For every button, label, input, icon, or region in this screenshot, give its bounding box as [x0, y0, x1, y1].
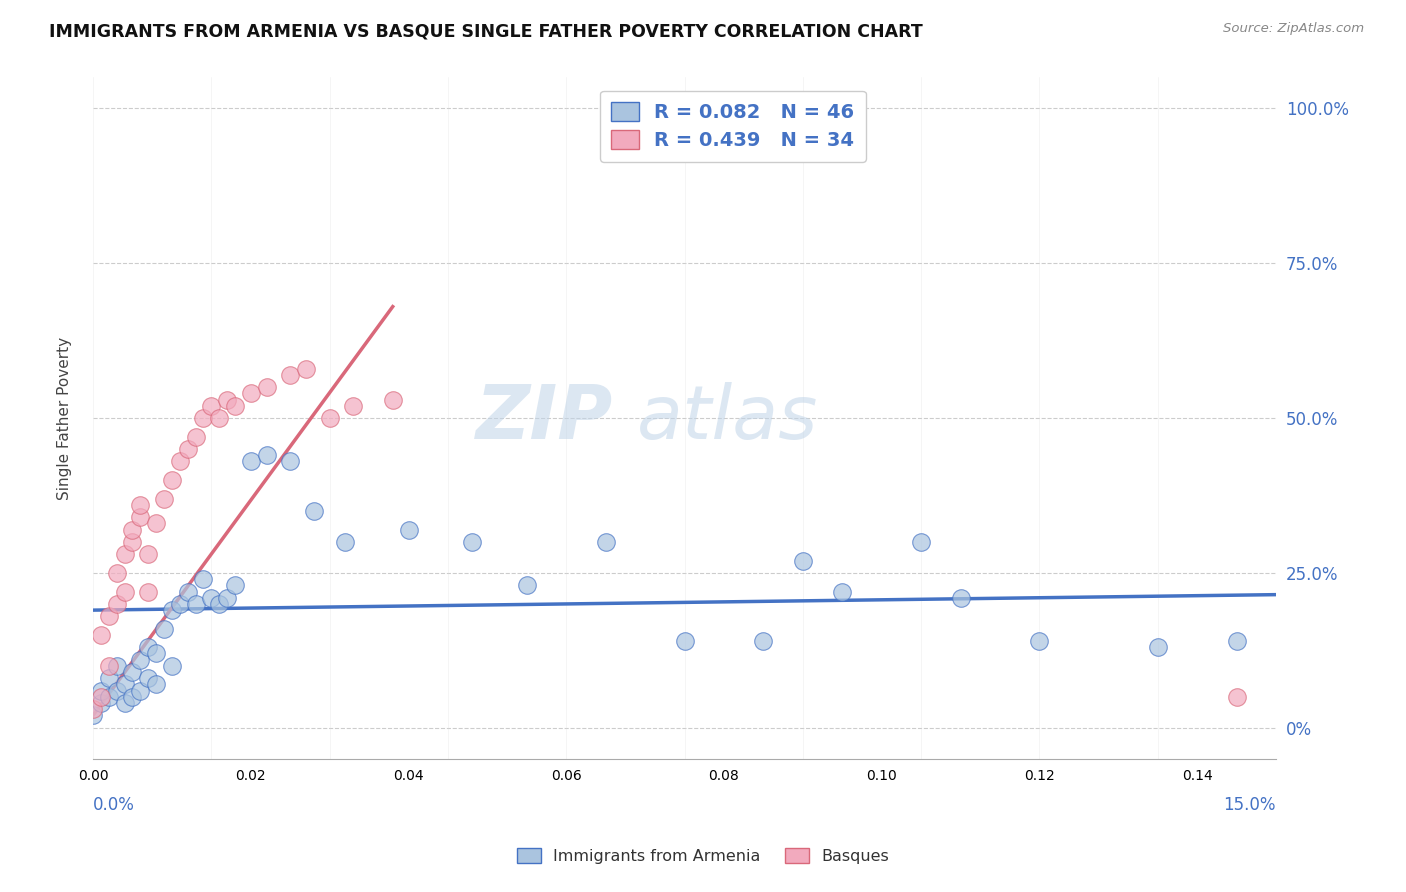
- Point: [595, 535, 617, 549]
- Point: [398, 523, 420, 537]
- Point: [97, 609, 120, 624]
- Point: [335, 535, 357, 549]
- Point: [129, 683, 152, 698]
- Point: [176, 584, 198, 599]
- Point: [129, 510, 152, 524]
- Point: [145, 647, 167, 661]
- Point: [1226, 634, 1249, 648]
- Point: [516, 578, 538, 592]
- Point: [460, 535, 482, 549]
- Point: [169, 454, 191, 468]
- Point: [1226, 690, 1249, 704]
- Point: [105, 597, 128, 611]
- Text: ZIP: ZIP: [477, 382, 613, 455]
- Point: [129, 498, 152, 512]
- Point: [153, 491, 176, 506]
- Point: [278, 368, 301, 382]
- Point: [295, 361, 318, 376]
- Point: [153, 622, 176, 636]
- Point: [121, 665, 143, 679]
- Text: IMMIGRANTS FROM ARMENIA VS BASQUE SINGLE FATHER POVERTY CORRELATION CHART: IMMIGRANTS FROM ARMENIA VS BASQUE SINGLE…: [49, 22, 922, 40]
- Text: Source: ZipAtlas.com: Source: ZipAtlas.com: [1223, 22, 1364, 36]
- Point: [90, 696, 112, 710]
- Point: [136, 671, 159, 685]
- Point: [105, 566, 128, 580]
- Point: [1028, 634, 1050, 648]
- Point: [381, 392, 404, 407]
- Point: [114, 584, 136, 599]
- Point: [831, 584, 853, 599]
- Point: [105, 658, 128, 673]
- Point: [224, 578, 246, 592]
- Point: [342, 399, 364, 413]
- Point: [673, 634, 696, 648]
- Point: [90, 628, 112, 642]
- Point: [1146, 640, 1168, 655]
- Point: [200, 591, 222, 605]
- Point: [949, 591, 972, 605]
- Point: [160, 473, 183, 487]
- Point: [160, 603, 183, 617]
- Y-axis label: Single Father Poverty: Single Father Poverty: [58, 336, 72, 500]
- Point: [121, 523, 143, 537]
- Legend: Immigrants from Armenia, Basques: Immigrants from Armenia, Basques: [510, 842, 896, 871]
- Point: [145, 516, 167, 531]
- Point: [217, 392, 239, 407]
- Point: [136, 584, 159, 599]
- Point: [239, 386, 262, 401]
- Point: [97, 690, 120, 704]
- Point: [256, 380, 278, 394]
- Point: [121, 535, 143, 549]
- Point: [200, 399, 222, 413]
- Point: [97, 658, 120, 673]
- Text: 0.0%: 0.0%: [93, 797, 135, 814]
- Point: [169, 597, 191, 611]
- Point: [90, 683, 112, 698]
- Point: [792, 553, 814, 567]
- Point: [129, 653, 152, 667]
- Point: [208, 597, 231, 611]
- Point: [217, 591, 239, 605]
- Point: [82, 708, 104, 723]
- Point: [114, 696, 136, 710]
- Point: [318, 411, 340, 425]
- Point: [193, 572, 215, 586]
- Legend: R = 0.082   N = 46, R = 0.439   N = 34: R = 0.082 N = 46, R = 0.439 N = 34: [599, 91, 866, 161]
- Point: [136, 548, 159, 562]
- Point: [97, 671, 120, 685]
- Point: [121, 690, 143, 704]
- Point: [160, 658, 183, 673]
- Point: [256, 448, 278, 462]
- Point: [82, 702, 104, 716]
- Point: [752, 634, 775, 648]
- Point: [114, 548, 136, 562]
- Point: [176, 442, 198, 456]
- Text: 15.0%: 15.0%: [1223, 797, 1277, 814]
- Point: [193, 411, 215, 425]
- Point: [184, 430, 207, 444]
- Point: [136, 640, 159, 655]
- Point: [114, 677, 136, 691]
- Point: [90, 690, 112, 704]
- Point: [239, 454, 262, 468]
- Point: [208, 411, 231, 425]
- Point: [184, 597, 207, 611]
- Point: [145, 677, 167, 691]
- Point: [302, 504, 325, 518]
- Point: [105, 683, 128, 698]
- Point: [224, 399, 246, 413]
- Text: atlas: atlas: [637, 382, 818, 454]
- Point: [278, 454, 301, 468]
- Point: [910, 535, 932, 549]
